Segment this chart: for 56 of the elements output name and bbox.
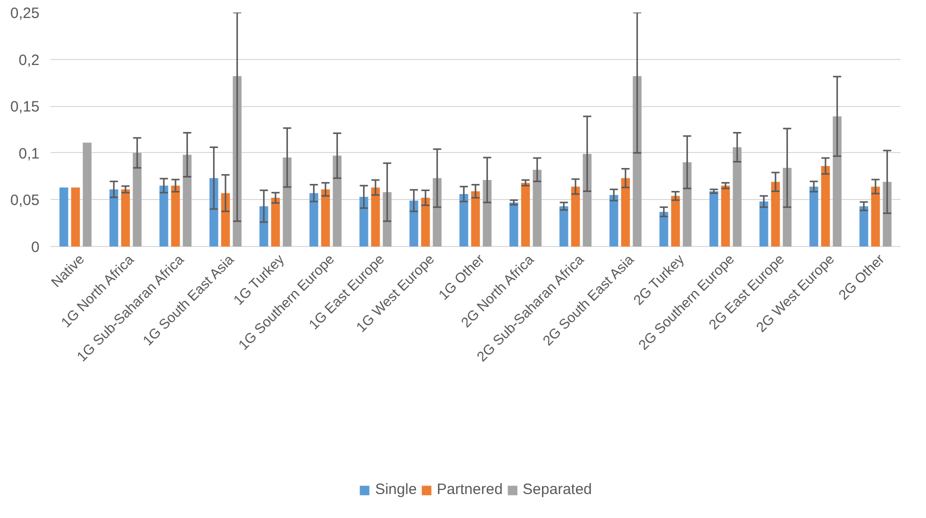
bar: [709, 191, 718, 246]
bar: [771, 182, 780, 246]
bar: [132, 152, 142, 246]
bar: [559, 206, 568, 246]
bar: [109, 189, 118, 246]
bar: [321, 189, 330, 246]
bar: [632, 76, 642, 246]
bar: [421, 198, 430, 246]
bar: [82, 142, 92, 246]
bar: [159, 186, 168, 246]
bar: [759, 202, 768, 246]
bar: [532, 170, 542, 246]
bar: [209, 178, 218, 246]
bar: [582, 154, 592, 246]
bar: [832, 116, 842, 246]
bar: [432, 178, 442, 246]
bar: [121, 189, 130, 246]
bar: [521, 182, 530, 246]
bar: [221, 193, 230, 246]
bar: [809, 186, 818, 246]
y-tick-label: 0,2: [18, 52, 40, 69]
y-tick-label: 0,15: [10, 98, 40, 116]
y-tick-label: 0: [31, 238, 40, 256]
bar: [282, 158, 292, 246]
y-tick-label: 0,05: [10, 192, 40, 210]
bar: [71, 188, 80, 246]
bar: [271, 198, 280, 246]
bar: [721, 186, 730, 246]
bar: [821, 166, 830, 246]
bar: [182, 154, 192, 246]
legend-label: Single: [375, 481, 417, 498]
bar: [509, 202, 518, 246]
bar: [671, 196, 680, 246]
bar: [309, 193, 318, 246]
bar: [871, 186, 880, 246]
bar: [409, 200, 418, 246]
bar: [471, 191, 480, 246]
bar: [482, 180, 492, 246]
bar: [659, 212, 668, 246]
bar: [171, 186, 180, 246]
bar: [609, 194, 618, 246]
bar: [682, 162, 692, 246]
bar: [859, 206, 868, 246]
bar: [459, 194, 468, 246]
y-tick-label: 0,25: [10, 5, 40, 22]
bar: [782, 168, 792, 246]
bar: [332, 156, 342, 246]
bar: [359, 196, 368, 246]
legend-label: Partnered: [436, 481, 503, 498]
bar: [732, 147, 742, 246]
legend-label: Separated: [522, 481, 592, 498]
y-tick-label: 0,1: [18, 145, 40, 162]
bar: [571, 186, 580, 246]
bar: [371, 188, 380, 246]
bar: [621, 178, 630, 246]
bar: [59, 188, 68, 246]
